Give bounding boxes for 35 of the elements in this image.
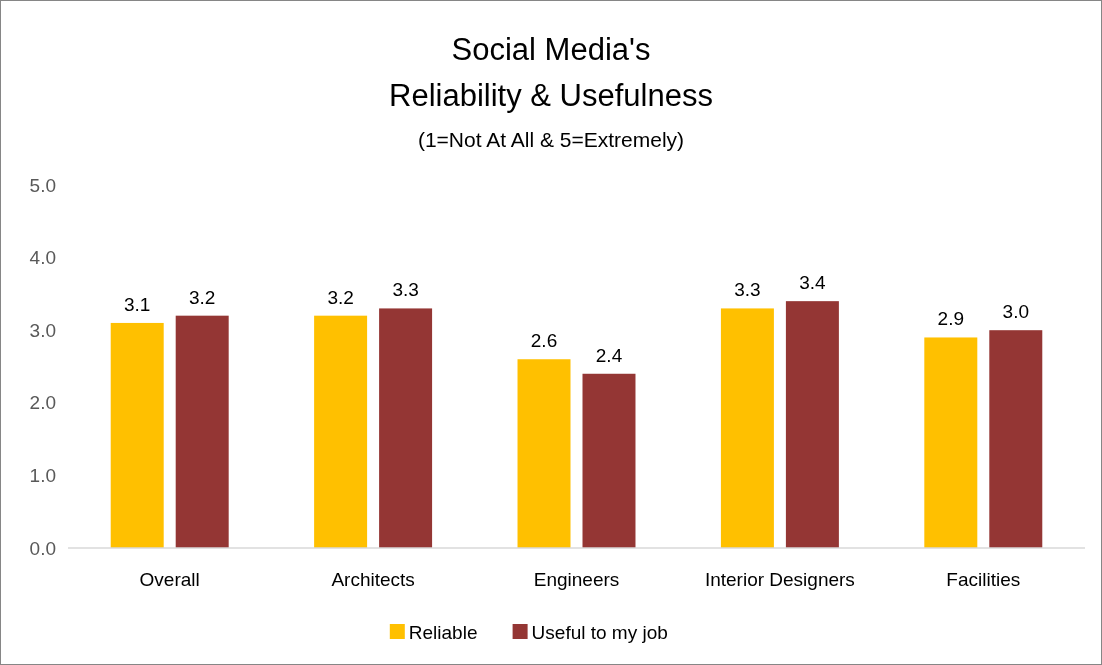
bar [314,315,368,548]
y-tick-label: 5.0 [29,174,56,196]
bar [379,308,433,548]
bar [989,330,1043,548]
y-tick-label: 0.0 [29,537,56,559]
bar [110,322,164,548]
data-label: 2.6 [530,330,558,352]
chart-subtitle: (1=Not At All & 5=Extremely) [417,128,685,151]
bar [175,315,229,548]
x-tick-label: Engineers [533,569,620,590]
bar [582,373,636,548]
data-label: 3.2 [327,286,354,308]
bar [924,337,978,548]
data-label: 3.4 [799,272,827,294]
data-label: 3.1 [124,293,151,315]
data-label: 3.3 [392,279,419,301]
data-label: 2.9 [937,308,965,330]
x-tick-label: Architects [331,569,415,590]
data-label: 2.4 [595,344,623,366]
y-tick-label: 4.0 [29,247,56,269]
y-tick-label: 1.0 [29,465,56,487]
bar [720,308,774,548]
x-tick-label: Overall [139,569,200,590]
legend-label: Reliable [408,622,478,643]
x-tick-label: Interior Designers [704,569,855,590]
chart-title: Social Media's Reliability & Usefulness [389,32,713,113]
bar [785,301,839,548]
y-tick-label: 2.0 [29,392,56,414]
data-label: 3.3 [734,279,761,301]
data-label: 3.2 [188,286,216,308]
bar [517,359,571,548]
legend-label: Useful to my job [531,622,668,643]
data-label: 3.0 [1002,301,1029,323]
y-tick-label: 3.0 [29,319,56,341]
x-tick-label: Facilities [946,569,1021,590]
